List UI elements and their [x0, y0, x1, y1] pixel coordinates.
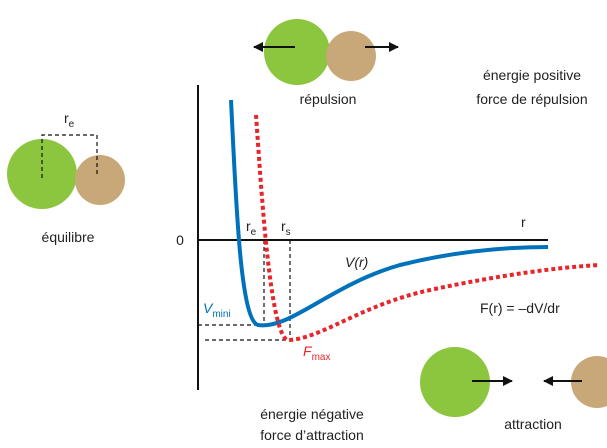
equilibrium-label: équilibre — [42, 229, 95, 245]
potential-label: V(r) — [345, 254, 368, 270]
origin-label: 0 — [176, 232, 184, 248]
re-label: re — [246, 218, 257, 238]
positive-energy: énergie positive — [483, 67, 581, 83]
subscript: e — [251, 227, 257, 238]
subscript: max — [312, 352, 331, 363]
repulsion-illustration — [254, 19, 398, 85]
attractive-force: force d’attraction — [260, 427, 364, 443]
attraction-label: attraction — [504, 416, 562, 432]
subscript: s — [286, 227, 291, 238]
negative-energy: énergie négative — [260, 406, 364, 422]
subscript: mini — [212, 309, 230, 320]
distance-label: re — [64, 110, 75, 130]
equilibrium-illustration — [7, 135, 125, 209]
force-label: F(r) = –dV/dr — [480, 300, 560, 316]
repulsion-label: répulsion — [300, 91, 357, 107]
diagram: répulsion énergie positive force de répu… — [0, 0, 607, 448]
attraction-illustration — [420, 347, 607, 417]
fmax-label: Fmax — [303, 343, 330, 363]
rs-label: rs — [281, 218, 291, 238]
subscript: e — [69, 119, 75, 130]
potential-curve — [231, 100, 548, 325]
x-label: r — [521, 214, 526, 230]
vmin-label: Vmini — [203, 300, 231, 320]
repulsive-force: force de répulsion — [476, 91, 587, 107]
